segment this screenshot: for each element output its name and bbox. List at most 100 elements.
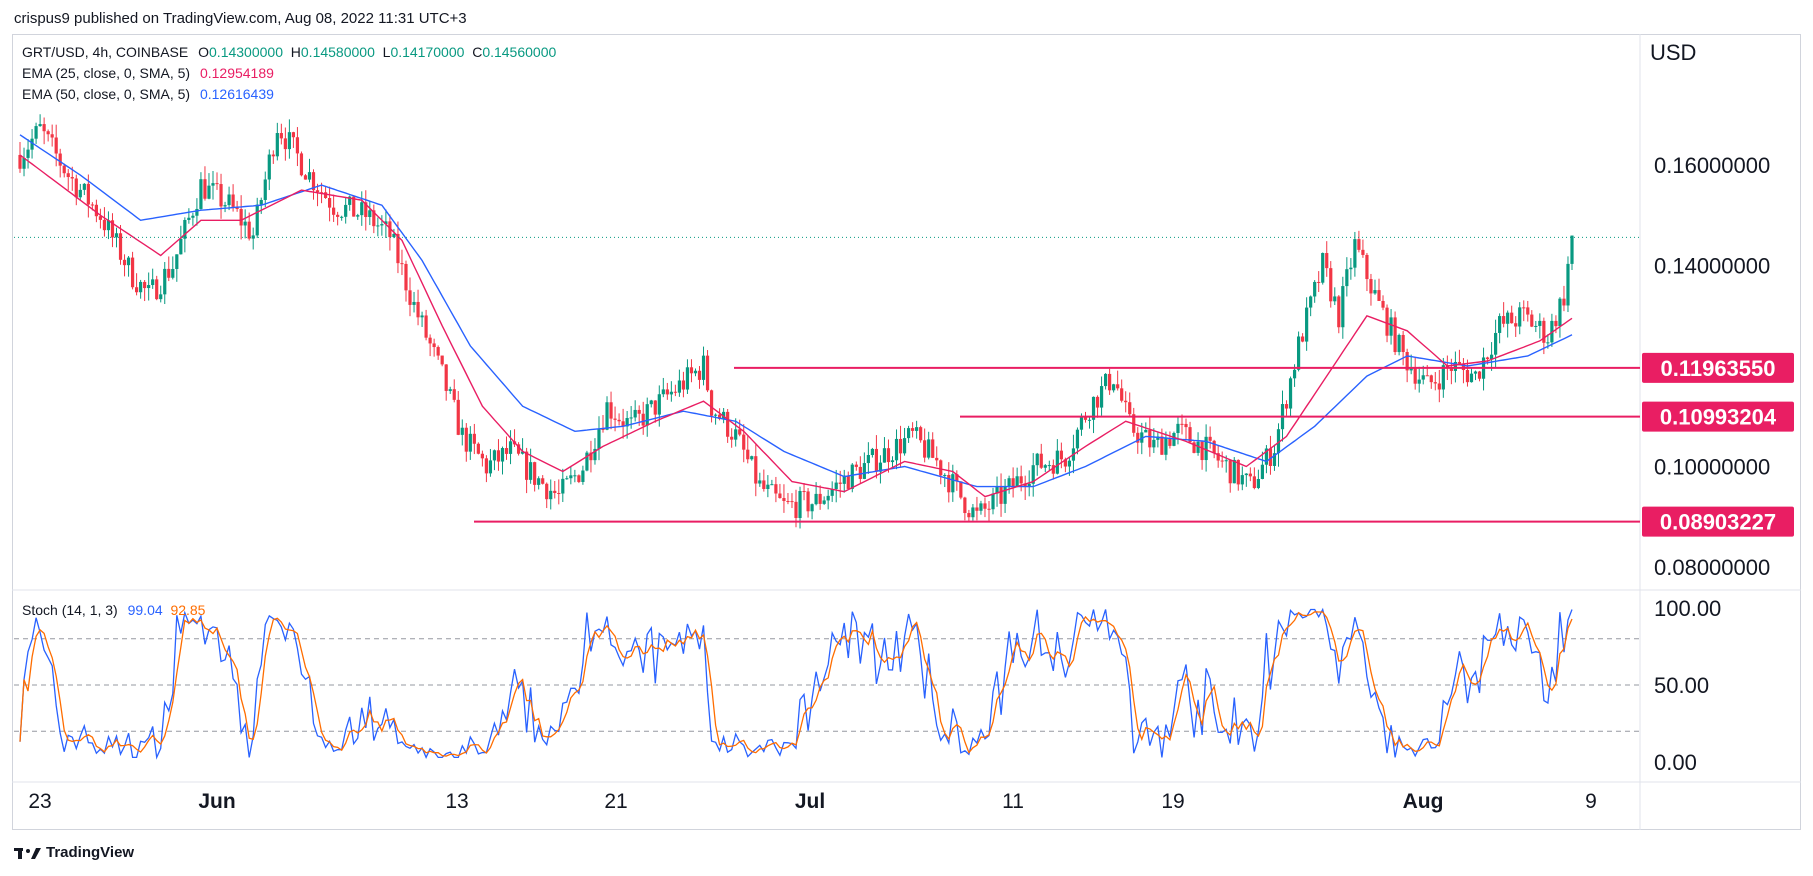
candle-body [38, 124, 42, 127]
candle [468, 426, 472, 460]
candle-body [287, 132, 291, 150]
candle [30, 129, 34, 159]
candle [1256, 469, 1260, 490]
candle-body [207, 185, 211, 199]
candle-body [1341, 286, 1345, 328]
ema-lines [19, 134, 1573, 498]
candle [1349, 258, 1353, 280]
candle [139, 279, 143, 299]
candle [609, 391, 613, 430]
candle [251, 227, 255, 250]
candle [356, 213, 360, 220]
candle-body [247, 221, 251, 239]
candle [1373, 279, 1377, 295]
candle-body [239, 209, 243, 226]
candle-body [701, 355, 706, 380]
candle-body [1477, 371, 1482, 379]
candle-body [452, 389, 456, 400]
candle-body [1003, 486, 1007, 504]
candle [1180, 414, 1184, 435]
candle-body [794, 501, 798, 519]
candle-body [468, 433, 472, 452]
candle-body [368, 210, 372, 217]
candle-body [1160, 436, 1164, 455]
candle [1003, 478, 1007, 513]
candle [416, 289, 420, 326]
candle [919, 425, 923, 443]
candle-body [1256, 478, 1260, 489]
candle [870, 447, 874, 458]
tradingview-logo-icon [14, 847, 41, 859]
candle [1039, 443, 1043, 470]
candle [1176, 415, 1180, 445]
candle [1188, 421, 1192, 443]
candle-body [1196, 441, 1200, 453]
candle [408, 277, 412, 317]
candle [1128, 392, 1132, 417]
candle [1393, 311, 1397, 356]
candle-body [730, 436, 734, 440]
candle [376, 217, 380, 237]
close-value: 0.14560000 [482, 44, 557, 60]
candle-body [1063, 459, 1067, 467]
candle-body [1260, 464, 1265, 479]
candle [436, 345, 440, 360]
candle-body [259, 199, 263, 205]
candle [746, 436, 750, 464]
candle-body [275, 133, 279, 157]
candle-body [902, 438, 907, 454]
candle [1381, 295, 1385, 311]
candle [1526, 300, 1530, 322]
candle-body [846, 475, 850, 489]
candle-body [1570, 235, 1574, 264]
candle-body [923, 440, 927, 458]
candle-body [110, 220, 115, 238]
candle-body [263, 179, 267, 200]
candle-body [1542, 320, 1546, 343]
candle-body [1043, 465, 1047, 468]
candle [151, 268, 155, 289]
candle-body [227, 194, 231, 206]
candle [1514, 316, 1518, 337]
candle-body [943, 474, 947, 476]
candle-body [754, 456, 758, 484]
candle [649, 399, 653, 408]
candle-body [1067, 460, 1072, 467]
candle-body [858, 466, 862, 479]
candle [1164, 431, 1168, 461]
candle [1469, 367, 1474, 383]
candle-body [86, 183, 90, 205]
candle [1498, 313, 1502, 344]
candle-body [1305, 307, 1309, 342]
tradingview-logo[interactable]: TradingView [14, 844, 134, 861]
candle-body [713, 414, 718, 416]
candle-body [344, 204, 348, 217]
candle-body [898, 438, 903, 454]
stoch-d-line [19, 611, 1573, 757]
candle-body [1473, 371, 1478, 374]
candle [1152, 428, 1156, 454]
candle [1264, 445, 1269, 474]
candle-body [1389, 317, 1393, 336]
candle [806, 488, 810, 518]
candle-body [22, 157, 26, 169]
candle-body [983, 503, 987, 509]
candle [802, 482, 806, 501]
candle [299, 151, 304, 177]
candle-body [653, 400, 657, 415]
candle [1518, 302, 1522, 335]
candle [1321, 252, 1325, 285]
candle-body [319, 192, 324, 194]
stoch-tick-label: 0.00 [1654, 750, 1697, 775]
candle-body [94, 204, 98, 217]
candle-body [279, 133, 283, 139]
candle-body [1317, 281, 1321, 283]
candle [114, 227, 119, 248]
candle-body [782, 498, 786, 501]
high-value: 0.14580000 [300, 44, 375, 60]
candle-body [1345, 269, 1349, 287]
candle-body [818, 493, 822, 504]
candle-body [126, 257, 131, 266]
candle [271, 150, 275, 164]
